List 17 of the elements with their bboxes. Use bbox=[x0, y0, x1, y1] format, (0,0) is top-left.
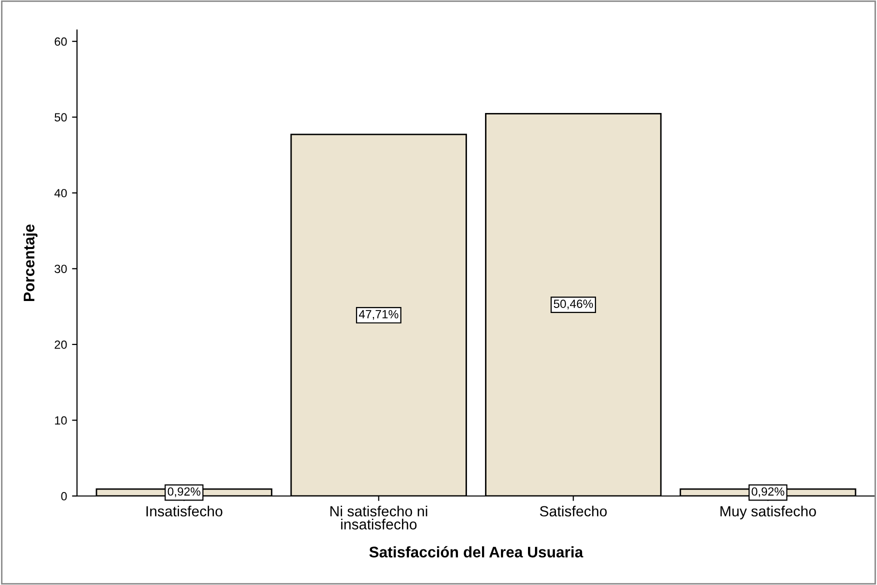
y-tick-label: 30 bbox=[54, 264, 67, 274]
data-label: 0,92% bbox=[168, 487, 200, 498]
y-tick-label: 20 bbox=[54, 340, 67, 349]
x-tick-label: Muy satisfecho bbox=[720, 506, 816, 520]
data-label: 0,92% bbox=[752, 487, 784, 498]
data-label: 47,71% bbox=[358, 310, 398, 320]
y-tick-label: 10 bbox=[55, 416, 67, 425]
y-tick-label: 50 bbox=[54, 113, 67, 122]
y-tick-label: 60 bbox=[54, 37, 67, 46]
x-axis-title: Satisfacción del Area Usuaria bbox=[369, 546, 584, 558]
y-tick-label: 0 bbox=[61, 492, 67, 500]
x-tick-label: Insatisfecho bbox=[146, 506, 222, 516]
y-axis-title: Porcentaje bbox=[23, 224, 38, 302]
x-tick-label: Ni satisfecho ni insatisfecho bbox=[330, 506, 428, 530]
data-label: 50,46% bbox=[554, 300, 593, 310]
x-tick-label: Satisfecho bbox=[540, 506, 607, 516]
y-tick-label: 40 bbox=[54, 188, 67, 198]
